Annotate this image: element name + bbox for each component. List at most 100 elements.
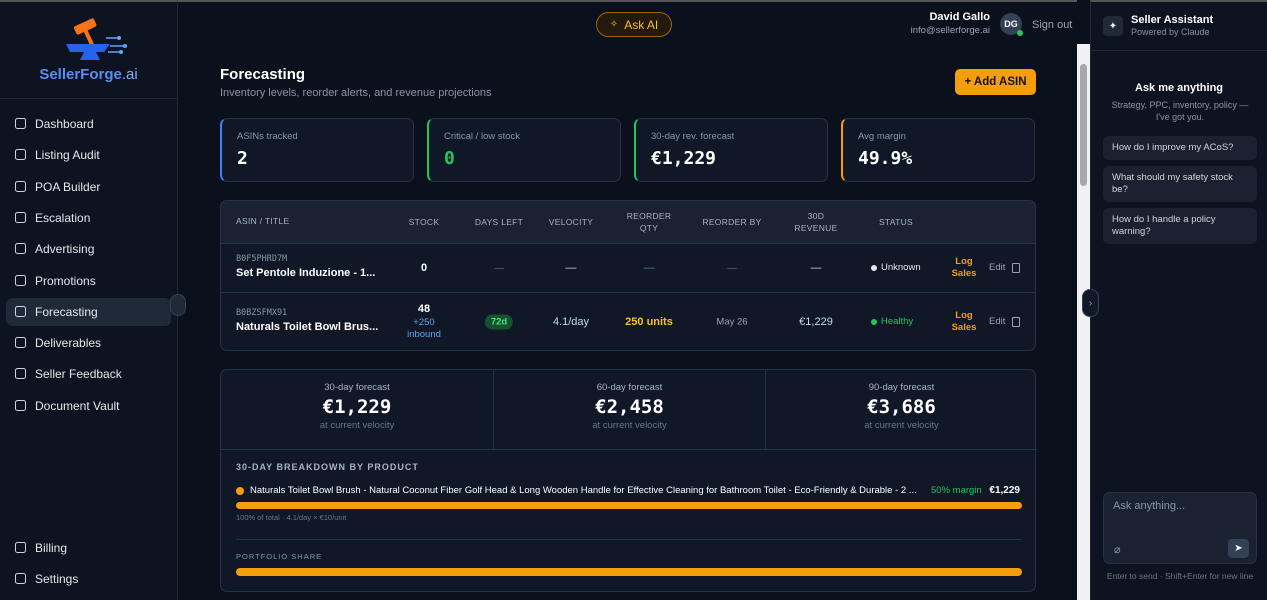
column-header: ASIN / TITLE	[236, 216, 290, 226]
divider	[236, 539, 1022, 540]
nav-icon	[15, 542, 26, 553]
item-value: €1,229	[989, 485, 1020, 496]
table-row	[221, 243, 1035, 292]
status-dot	[871, 264, 877, 271]
assistant-intro: Strategy, PPC, inventory, policy — I've …	[1111, 100, 1249, 122]
velocity: —	[565, 261, 577, 274]
edit[interactable]: Edit	[989, 261, 1006, 273]
nav-item[interactable]: Deliverables	[6, 329, 171, 357]
delete-icon[interactable]	[1012, 317, 1020, 327]
nav-icon	[15, 211, 26, 223]
forecast-note: at current velocity	[592, 420, 667, 431]
status-dot	[871, 319, 877, 325]
forecast-label: 30-day forecast	[324, 382, 390, 393]
reorder-by: May 26	[716, 316, 748, 328]
forecast-label: 90-day forecast	[868, 382, 935, 393]
nav-item[interactable]: Document Vault	[6, 392, 171, 420]
asin: B0BZSFMX91	[236, 308, 288, 318]
stat-value: 49.9%	[858, 148, 913, 169]
collapse-button[interactable]	[170, 294, 186, 316]
attach-icon[interactable]: ⌀	[1114, 544, 1121, 556]
column-header: STATUS	[878, 217, 914, 227]
log-sales[interactable]: Log Sales	[951, 310, 977, 333]
nav-item[interactable]: Seller Feedback	[6, 360, 171, 388]
avatar[interactable]: DG	[1000, 13, 1022, 35]
nav-icon	[15, 274, 26, 286]
nav-icon	[15, 368, 26, 380]
ask-ai-button[interactable]: ✧ Ask AI	[596, 12, 672, 37]
expand-button[interactable]: ›	[1082, 289, 1099, 317]
nav-item[interactable]: Dashboard	[6, 110, 171, 138]
inventory-table: ASIN / TITLE STOCK DAYS LEFT VELOCITY REORDE…	[220, 200, 1036, 351]
stat-card: Avg margin 49.9%	[841, 118, 1035, 182]
edit[interactable]: Edit	[989, 316, 1006, 327]
forecast-card: 60-day forecast €2,458 at current velocity	[493, 370, 765, 450]
add-asin-button[interactable]: + Add ASIN	[955, 69, 1036, 95]
nav-icon	[15, 118, 26, 129]
delete-icon[interactable]	[1012, 262, 1020, 273]
send-button[interactable]: ➤	[1228, 539, 1249, 558]
stat-card: ASINs tracked 2	[220, 118, 414, 182]
stat-value: 2	[237, 148, 248, 169]
days-left: 72d	[484, 314, 514, 330]
page-title: Forecasting	[220, 66, 306, 83]
stat-label: Critical / low stock	[444, 131, 521, 142]
suggestion[interactable]: How do I improve my ACoS?	[1103, 136, 1257, 160]
column-header: 30D REVENUE	[794, 211, 838, 233]
forecast-card: 90-day forecast €3,686 at current velocity	[765, 370, 1037, 450]
table-row	[221, 292, 1035, 350]
sparkle-icon: ✧	[609, 19, 619, 30]
days-left: —	[494, 262, 504, 273]
assistant-panel: ✦ Seller Assistant Powered by Claude Ask…	[1090, 0, 1267, 600]
suggestion[interactable]: What should my safety stock be?	[1103, 166, 1257, 202]
assistant-icon: ✦	[1103, 16, 1123, 36]
brand-suffix: .ai	[121, 66, 138, 83]
topbar: ✧ Ask AI David Gallo info@sellerforge.ai …	[178, 2, 1077, 46]
initials: DG	[1004, 19, 1018, 29]
stat-label: 30-day rev. forecast	[651, 131, 735, 142]
asin: B0F5PHRD7M	[236, 253, 288, 264]
nav-item[interactable]: Settings	[6, 565, 171, 593]
stat-label: ASINs tracked	[237, 131, 298, 142]
sign-out[interactable]: Sign out	[1032, 19, 1073, 31]
brand-name: SellerForge.ai	[0, 66, 177, 83]
sidebar: SellerForge.ai Dashboard Listing Audit POA…	[0, 0, 186, 600]
item-dot	[236, 487, 244, 495]
reorder-qty: —	[643, 261, 655, 274]
item-bar	[236, 502, 1022, 509]
nav-item[interactable]: Advertising	[6, 235, 171, 263]
product-title: Naturals Toilet Bowl Brus...	[236, 321, 379, 333]
velocity: 4.1/day	[552, 316, 590, 328]
suggestion[interactable]: How do I handle a policy warning?	[1103, 208, 1257, 244]
stat-value: €1,229	[651, 148, 717, 169]
user-email: info@sellerforge.ai	[910, 25, 990, 36]
stat-value: 0	[444, 148, 455, 169]
assistant-subtitle: Powered by Claude	[1131, 27, 1210, 37]
product-title: Set Pentole Induzione - 1...	[236, 266, 376, 279]
nav-item[interactable]: Forecasting	[6, 297, 171, 326]
nav-item[interactable]: Billing	[6, 534, 171, 562]
online-dot	[1017, 30, 1023, 36]
chat-input[interactable]: Ask anything... ⌀ ➤	[1103, 492, 1257, 564]
forecast-box: 30-DAY BREAKDOWN BY PRODUCT Naturals Toi…	[220, 369, 1037, 592]
nav-item[interactable]: Listing Audit	[6, 141, 171, 169]
stock: 0	[420, 261, 428, 274]
scroll-thumb[interactable]	[1080, 64, 1087, 186]
nav-item[interactable]: POA Builder	[6, 173, 171, 201]
portfolio-label: PORTFOLIO SHARE	[236, 552, 323, 561]
scrollbar[interactable]	[1077, 44, 1090, 600]
forecast-note: at current velocity	[864, 420, 939, 431]
nav-icon	[15, 180, 26, 192]
stat-card: Critical / low stock 0	[427, 118, 621, 182]
nav-icon	[15, 305, 26, 317]
nav-icon	[15, 399, 26, 411]
input-placeholder: Ask anything...	[1113, 500, 1186, 512]
nav-item[interactable]: Promotions	[6, 267, 171, 295]
column-header: DAYS LEFT	[474, 217, 524, 227]
user-name: David Gallo	[929, 11, 990, 23]
log-sales[interactable]: Log Sales	[951, 255, 977, 279]
nav-item[interactable]: Escalation	[6, 204, 171, 232]
forecast-value: €1,229	[322, 396, 392, 418]
column-header: REORDER QTY	[626, 211, 672, 233]
